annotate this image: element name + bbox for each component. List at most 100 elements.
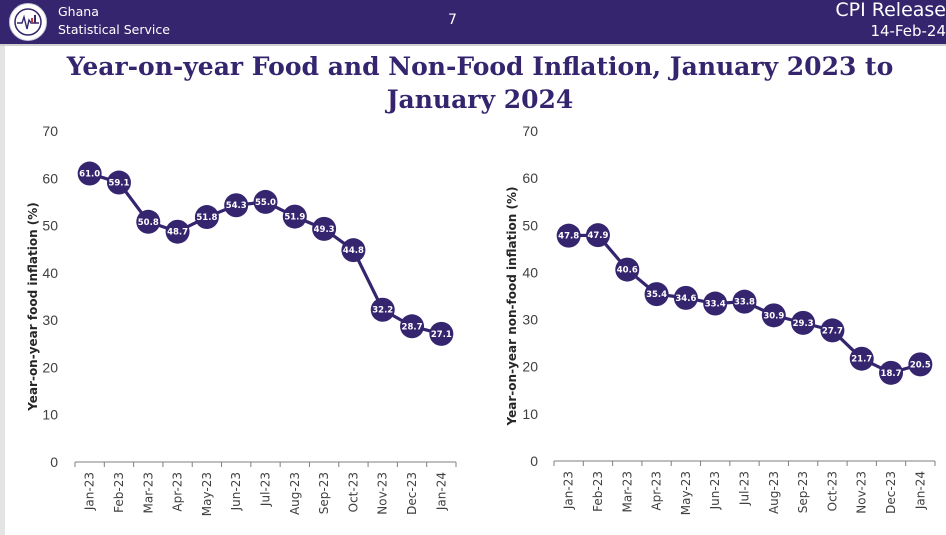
data-label: 48.7 (167, 228, 188, 238)
x-tick-label: Jul-23 (738, 471, 752, 506)
data-point-marker (370, 297, 395, 322)
x-tick-label: Jan-23 (562, 471, 576, 510)
x-tick-label: Jul-23 (259, 472, 273, 507)
data-point-marker (644, 282, 669, 307)
x-tick-label: Jan-24 (913, 471, 927, 510)
x-tick-label: Jan-23 (83, 472, 97, 511)
y-tick-label: 60 (42, 170, 58, 186)
data-label: 28.7 (402, 322, 423, 332)
data-point-marker (879, 360, 904, 385)
header-bar: Ghana Statistical Service 7 CPI Release … (0, 0, 946, 46)
data-label: 40.6 (617, 266, 638, 276)
x-tick-label: Mar-23 (620, 471, 634, 512)
x-tick-label: May-23 (200, 472, 214, 516)
x-tick-label: Nov-23 (376, 472, 390, 515)
release-title: CPI Release (835, 0, 946, 21)
title-line-2: January 2024 (386, 85, 574, 114)
left-margin-bar (0, 46, 5, 535)
data-point-marker (282, 204, 307, 229)
data-label: 44.8 (343, 246, 364, 256)
data-point-marker (429, 321, 454, 346)
x-tick-label: Oct-23 (346, 472, 360, 512)
y-axis-label: Year-on-year food inflation (%) (26, 202, 40, 412)
data-label: 29.3 (793, 319, 814, 329)
data-label: 51.9 (284, 213, 305, 223)
data-point-marker (791, 310, 816, 335)
data-label: 27.1 (431, 330, 452, 340)
y-axis-label: Year-on-year non-food inflation (%) (505, 187, 519, 427)
org-line-1: Ghana (58, 4, 99, 19)
y-tick-label: 30 (522, 312, 538, 328)
page-number: 7 (448, 12, 457, 28)
data-label: 50.8 (138, 218, 159, 228)
data-label: 18.7 (881, 369, 902, 379)
organization-name: Ghana Statistical Service (58, 3, 170, 39)
data-label: 30.9 (763, 311, 784, 321)
data-label: 54.3 (226, 201, 247, 211)
data-label: 34.6 (675, 294, 696, 304)
y-tick-label: 10 (42, 407, 58, 423)
y-tick-label: 70 (522, 123, 538, 139)
x-tick-label: Aug-23 (767, 471, 781, 514)
data-point-marker (820, 318, 845, 343)
data-label: 59.1 (108, 179, 129, 189)
x-tick-label: Feb-23 (112, 472, 126, 513)
data-point-marker (341, 238, 366, 263)
y-tick-label: 40 (42, 265, 58, 281)
data-point-marker (312, 216, 337, 241)
x-tick-label: Jun-23 (229, 472, 243, 511)
y-tick-label: 40 (522, 264, 538, 280)
data-point-marker (106, 170, 131, 195)
x-tick-label: Jan-24 (434, 472, 448, 511)
data-label: 27.7 (822, 326, 843, 336)
y-tick-label: 0 (530, 453, 538, 469)
x-tick-label: Apr-23 (171, 472, 185, 512)
y-tick-label: 70 (42, 123, 58, 139)
data-point-marker (77, 161, 102, 186)
data-label: 33.4 (705, 300, 726, 310)
data-point-marker (615, 257, 640, 282)
data-point-marker (224, 193, 249, 218)
page-title: Year-on-year Food and Non-Food Inflation… (0, 50, 946, 116)
data-label: 49.3 (314, 225, 335, 235)
data-point-marker (703, 291, 728, 316)
x-tick-label: Dec-23 (884, 471, 898, 514)
data-point-marker (136, 209, 161, 234)
data-label: 47.9 (587, 231, 608, 241)
data-point-marker (673, 285, 698, 310)
x-tick-label: Aug-23 (288, 472, 302, 515)
y-tick-label: 50 (42, 218, 58, 234)
data-label: 61.0 (79, 170, 100, 180)
ghana-statistical-service-logo-icon (9, 3, 47, 41)
y-tick-label: 10 (522, 406, 538, 422)
x-tick-label: Feb-23 (591, 471, 605, 512)
data-label: 21.7 (851, 355, 872, 365)
data-point-marker (908, 352, 933, 377)
food-inflation-chart: 0 10 20 30 40 50 60 70 Year-on-year food inflati… (26, 123, 457, 516)
title-line-1: Year-on-year Food and Non-Food Inflation… (66, 52, 894, 81)
x-tick-label: Sep-23 (317, 472, 331, 514)
data-label: 55.0 (255, 198, 276, 208)
data-label: 33.8 (734, 298, 755, 308)
data-point-marker (761, 303, 786, 328)
org-line-2: Statistical Service (58, 22, 170, 37)
y-tick-label: 30 (42, 312, 58, 328)
x-tick-label: Apr-23 (650, 471, 664, 511)
y-tick-label: 20 (42, 359, 58, 375)
data-point-marker (732, 289, 757, 314)
data-point-marker (253, 189, 278, 214)
data-label: 32.2 (372, 306, 393, 316)
x-tick-label: Sep-23 (796, 471, 810, 513)
data-label: 51.8 (196, 213, 217, 223)
x-tick-label: May-23 (679, 471, 693, 515)
y-tick-label: 60 (522, 170, 538, 186)
x-tick-label: Nov-23 (855, 471, 869, 514)
y-tick-label: 0 (50, 454, 58, 470)
release-date: 14-Feb-24 (870, 22, 946, 40)
data-point-marker (400, 314, 425, 339)
non-food-inflation-chart: 0 10 20 30 40 50 60 70 Year-on-year non-food inf… (505, 123, 936, 515)
data-point-marker (556, 223, 581, 248)
y-tick-label: 50 (522, 217, 538, 233)
data-point-marker (165, 219, 190, 244)
